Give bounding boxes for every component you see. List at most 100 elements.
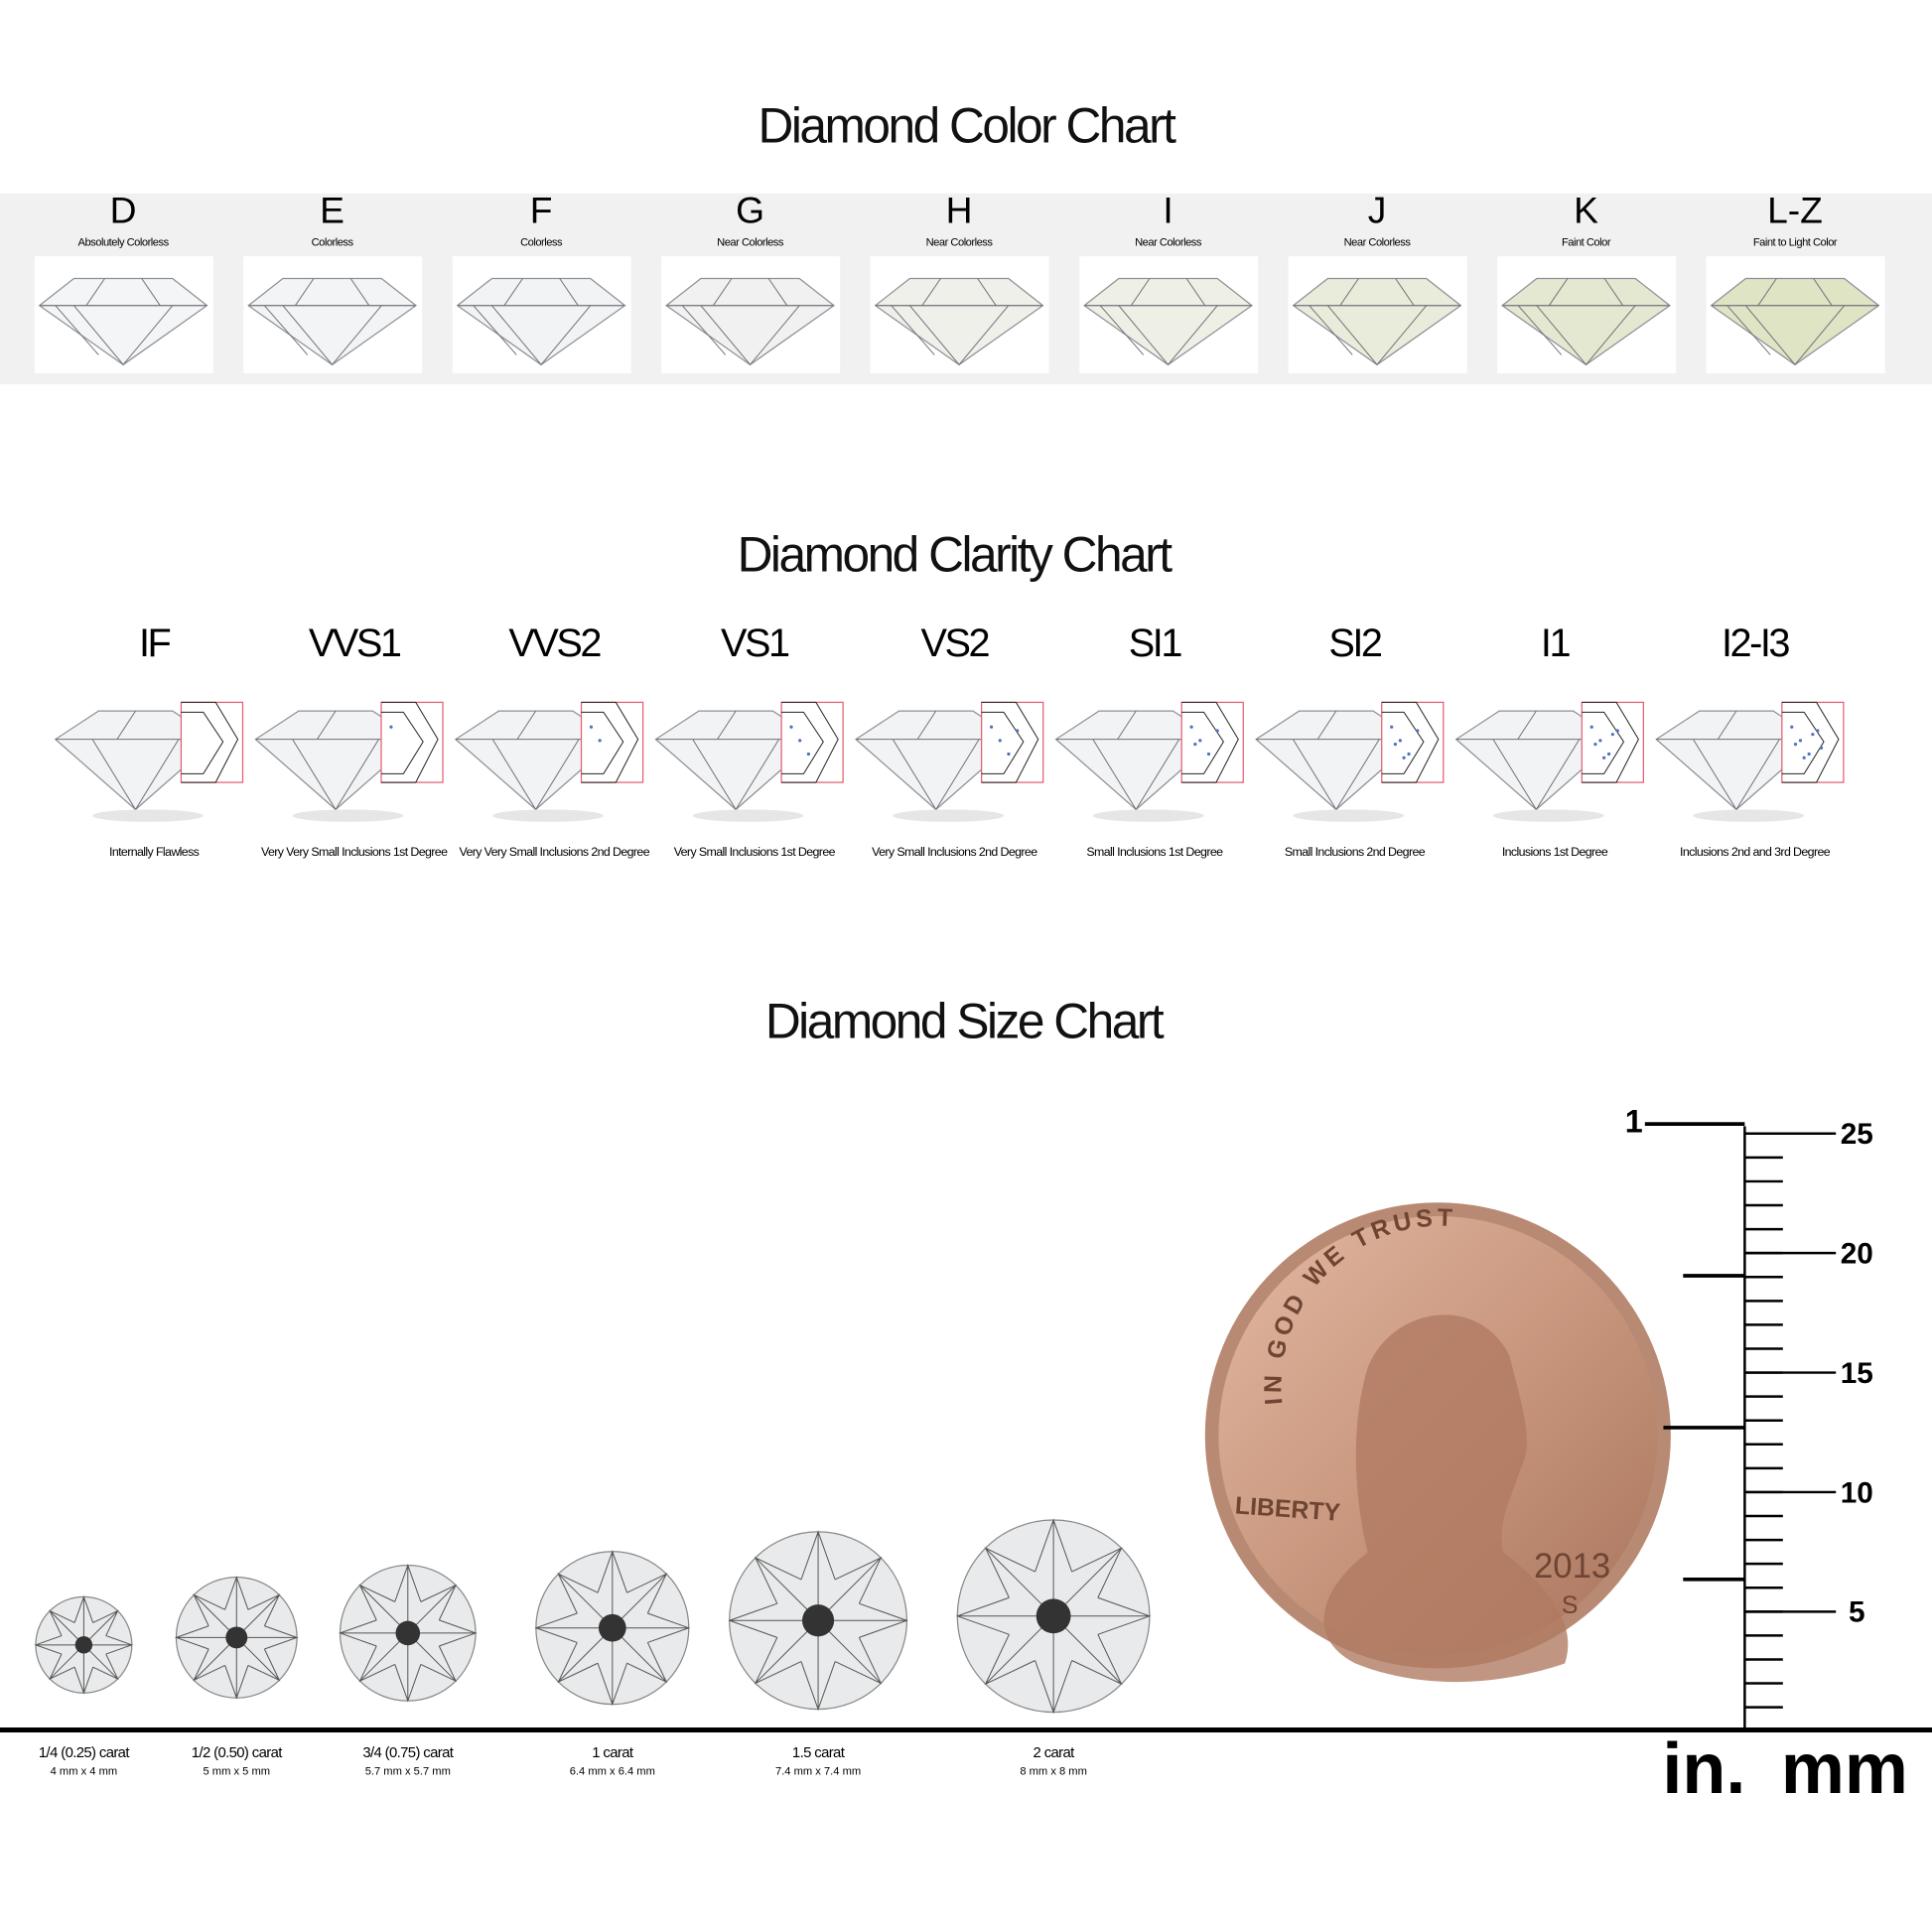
diamond-table <box>1035 1598 1071 1634</box>
diamond-facets <box>39 278 207 366</box>
size-dimensions: 5.7 mm x 5.7 mm <box>365 1766 451 1778</box>
clarity-grade: SI1 <box>1129 621 1182 665</box>
inclusion-dot <box>1390 725 1394 729</box>
inclusion-dot <box>798 739 802 743</box>
inclusion-diagram <box>181 701 239 783</box>
diamond-side <box>654 710 817 811</box>
clarity-description: Very Very Small Inclusions 2nd Degree <box>459 845 649 859</box>
diamond-side <box>1054 710 1217 811</box>
diamond-side <box>874 277 1044 366</box>
inclusion-dot <box>1819 746 1824 750</box>
color-grade: E <box>320 190 345 231</box>
inclusion-box <box>1781 701 1845 783</box>
diamond-shadow <box>1293 809 1405 822</box>
clarity-description: Small Inclusions 2nd Degree <box>1285 845 1426 859</box>
diamond-facets <box>1711 278 1879 366</box>
inclusion-box <box>981 701 1044 783</box>
diamond-side <box>454 710 618 811</box>
clarity-grade: VS1 <box>721 621 789 665</box>
size-title: Diamond Size Chart <box>765 994 1165 1049</box>
inclusion-dot <box>1598 739 1602 743</box>
color-description: Faint to Light Color <box>1753 236 1838 248</box>
size-dimensions: 4 mm x 4 mm <box>51 1766 118 1778</box>
inclusion-dot <box>1393 742 1398 747</box>
mm-unit: mm <box>1781 1729 1908 1809</box>
diamond-side <box>38 277 208 366</box>
diamond-side <box>1655 710 1818 811</box>
diamond-facets <box>666 278 834 366</box>
diamond-shadow <box>893 809 1004 822</box>
clarity-grade: I2-I3 <box>1722 621 1789 665</box>
clarity-description: Small Inclusions 1st Degree <box>1086 845 1223 859</box>
inclusion-dot <box>1602 756 1606 759</box>
penny-mint: S <box>1562 1592 1579 1619</box>
diamond-side <box>254 710 417 811</box>
diamond-side <box>1292 277 1462 366</box>
diamond-side <box>1255 710 1418 811</box>
diamond-facets <box>339 1564 478 1703</box>
diamond-facets <box>1293 278 1461 366</box>
inclusion-dot <box>1215 729 1219 733</box>
inclusion-dot <box>1610 733 1614 737</box>
diamond-shadow <box>1492 809 1604 822</box>
color-grade: H <box>946 190 973 231</box>
inclusion-dot <box>1189 725 1193 729</box>
color-title: Diamond Color Chart <box>759 97 1177 153</box>
inclusion-dot <box>1807 752 1811 757</box>
penny-year: 2013 <box>1534 1548 1610 1586</box>
diamond-table <box>74 1636 93 1654</box>
inclusion-dot <box>1416 729 1420 733</box>
diamond-side <box>1083 277 1253 366</box>
color-grade: I <box>1163 190 1173 231</box>
diamond-facets <box>1502 278 1670 366</box>
color-description: Near Colorless <box>926 236 994 248</box>
clarity-grade: SI2 <box>1328 621 1382 665</box>
size-carat: 2 carat <box>1034 1745 1076 1761</box>
size-dimensions: 8 mm x 8 mm <box>1020 1766 1087 1778</box>
color-description: Near Colorless <box>1344 236 1412 248</box>
inclusion-diagram <box>1582 701 1639 783</box>
inclusion-dot <box>1398 739 1402 743</box>
color-grade: G <box>736 190 764 231</box>
mm-tick-label: 10 <box>1841 1476 1873 1509</box>
inclusion-dot <box>1606 752 1611 757</box>
clarity-description: Inclusions 2nd and 3rd Degree <box>1680 845 1831 859</box>
inclusion-diagram <box>781 701 839 783</box>
diamond-table <box>395 1620 421 1646</box>
size-carat: 3/4 (0.75) carat <box>362 1745 454 1761</box>
color-grade: L-Z <box>1767 190 1823 231</box>
color-grade: K <box>1574 190 1598 231</box>
clarity-grade: VVS1 <box>309 621 401 665</box>
size-carat: 1/4 (0.25) carat <box>39 1745 130 1761</box>
inclusion-diagram <box>981 701 1039 783</box>
clarity-title: Diamond Clarity Chart <box>738 526 1173 582</box>
inclusion-box <box>1180 701 1244 783</box>
inclusion-dot <box>1798 739 1803 743</box>
inclusion-box <box>780 701 844 783</box>
inclusion-dot <box>1193 742 1197 747</box>
size-dimensions: 5 mm x 5 mm <box>204 1766 271 1778</box>
inclusion-dot <box>998 739 1002 743</box>
inclusion-dot <box>1007 752 1011 757</box>
color-grade: F <box>530 190 553 231</box>
inclusion-box <box>580 701 644 783</box>
clarity-grade: VVS2 <box>508 621 601 665</box>
diamond-shadow <box>1092 809 1204 822</box>
diamond-facets <box>174 1576 299 1700</box>
diamond-facets <box>534 1550 691 1707</box>
diamond-facets <box>1084 278 1252 366</box>
diamond-shadow <box>92 809 204 822</box>
diamond-facets <box>457 278 625 366</box>
mm-tick-label: 20 <box>1841 1238 1873 1271</box>
diamond-shadow <box>492 809 604 822</box>
inclusion-box <box>380 701 444 783</box>
inclusion-box <box>1581 701 1644 783</box>
diamond-shadow <box>692 809 804 822</box>
mm-tick-label: 15 <box>1841 1357 1873 1390</box>
inclusion-dot <box>1816 729 1820 733</box>
inch-tick-label: 1 <box>1625 1104 1643 1140</box>
color-description: Near Colorless <box>1135 236 1202 248</box>
mm-tick-label: 25 <box>1841 1118 1873 1151</box>
diamond-facets <box>34 1594 134 1695</box>
